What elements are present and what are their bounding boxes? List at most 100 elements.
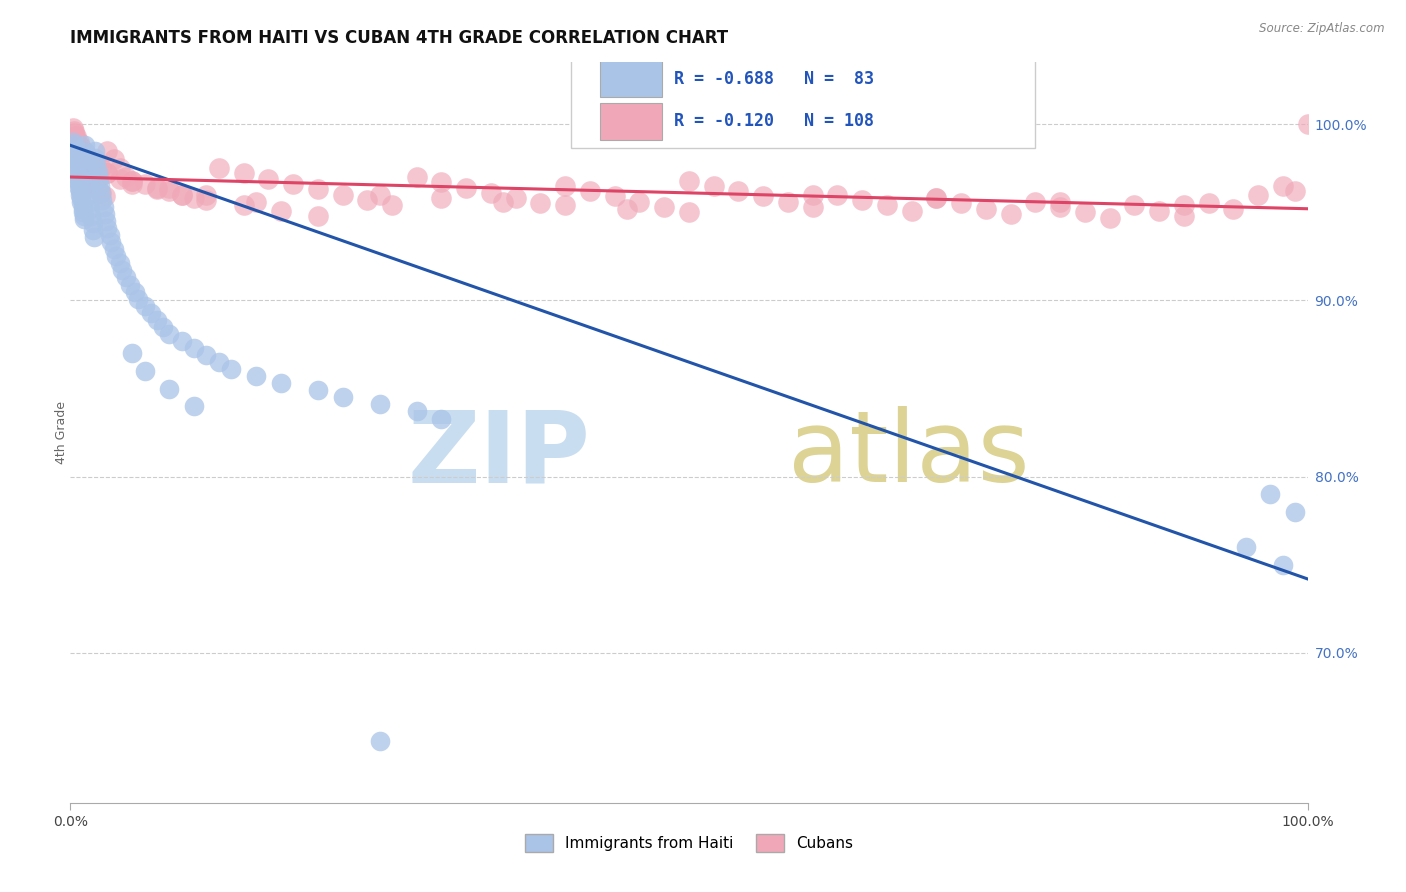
Text: IMMIGRANTS FROM HAITI VS CUBAN 4TH GRADE CORRELATION CHART: IMMIGRANTS FROM HAITI VS CUBAN 4TH GRADE… xyxy=(70,29,728,47)
Point xyxy=(270,203,292,218)
Point xyxy=(77,187,100,202)
Point xyxy=(66,169,89,184)
Point xyxy=(1074,205,1097,219)
Point xyxy=(69,187,91,202)
Point xyxy=(73,209,96,223)
Point xyxy=(616,202,638,216)
Point xyxy=(405,169,427,184)
Point xyxy=(72,205,94,219)
Text: atlas: atlas xyxy=(787,407,1029,503)
Point xyxy=(219,362,242,376)
Point xyxy=(70,194,93,209)
Point xyxy=(118,277,141,292)
Point xyxy=(75,161,97,176)
Point xyxy=(90,161,112,176)
Point xyxy=(84,144,107,158)
Point xyxy=(127,292,149,306)
Point xyxy=(63,144,86,158)
Point xyxy=(332,187,354,202)
Point xyxy=(170,187,193,202)
Point xyxy=(183,399,205,413)
Point xyxy=(75,138,97,153)
Point xyxy=(1147,203,1170,218)
Point xyxy=(69,184,91,198)
Point xyxy=(752,189,775,203)
Point xyxy=(257,171,280,186)
Point xyxy=(170,334,193,348)
Point xyxy=(121,346,143,360)
Point xyxy=(98,228,121,243)
Point xyxy=(456,180,478,194)
Point xyxy=(86,182,108,196)
Point xyxy=(183,341,205,355)
Text: ZIP: ZIP xyxy=(408,407,591,503)
Point xyxy=(1198,196,1220,211)
Point xyxy=(183,191,205,205)
Point xyxy=(70,140,93,154)
Point xyxy=(195,193,218,207)
Point xyxy=(1296,117,1319,131)
Point xyxy=(492,194,515,209)
Point xyxy=(65,166,87,180)
Point xyxy=(65,156,87,170)
Point xyxy=(195,348,218,362)
Point xyxy=(356,193,378,207)
Point xyxy=(84,158,107,172)
Point xyxy=(96,221,118,235)
Point xyxy=(479,186,502,200)
Point xyxy=(900,203,922,218)
Point xyxy=(100,235,122,250)
Point xyxy=(430,191,453,205)
Point xyxy=(801,187,824,202)
Point xyxy=(232,166,254,180)
Point xyxy=(93,200,115,214)
Point xyxy=(76,165,98,179)
Point xyxy=(851,193,873,207)
Point xyxy=(90,186,112,200)
Point xyxy=(72,151,94,165)
Point xyxy=(75,153,97,167)
Point xyxy=(80,209,103,223)
Point xyxy=(405,404,427,418)
Point xyxy=(170,187,193,202)
Point xyxy=(146,180,169,194)
Point xyxy=(90,186,112,200)
Point xyxy=(529,196,551,211)
Point xyxy=(91,193,114,207)
Text: R = -0.120   N = 108: R = -0.120 N = 108 xyxy=(673,112,875,130)
Point xyxy=(89,178,111,193)
Point xyxy=(79,171,101,186)
Point xyxy=(1247,187,1270,202)
Point xyxy=(84,156,107,170)
Point xyxy=(65,129,87,144)
Point xyxy=(108,161,131,176)
Point xyxy=(208,355,231,369)
Point xyxy=(1098,211,1121,225)
Point xyxy=(1123,198,1146,212)
Point xyxy=(82,175,104,189)
Point xyxy=(332,390,354,404)
Point xyxy=(505,191,527,205)
Point xyxy=(628,194,651,209)
Point xyxy=(82,216,104,230)
Point xyxy=(1024,194,1046,209)
Point xyxy=(134,299,156,313)
Point xyxy=(70,191,93,205)
Point xyxy=(134,177,156,191)
Point xyxy=(307,384,329,398)
Point xyxy=(1173,198,1195,212)
Point xyxy=(146,313,169,327)
Point xyxy=(67,180,90,194)
Point xyxy=(1271,558,1294,572)
Point xyxy=(678,205,700,219)
Point xyxy=(86,165,108,179)
Point xyxy=(152,319,174,334)
Point xyxy=(96,166,118,180)
Point xyxy=(1284,505,1306,519)
Point xyxy=(96,166,118,180)
Point xyxy=(1000,207,1022,221)
FancyBboxPatch shape xyxy=(571,47,1035,147)
Point xyxy=(1260,487,1282,501)
Point xyxy=(77,180,100,194)
Point xyxy=(157,180,180,194)
